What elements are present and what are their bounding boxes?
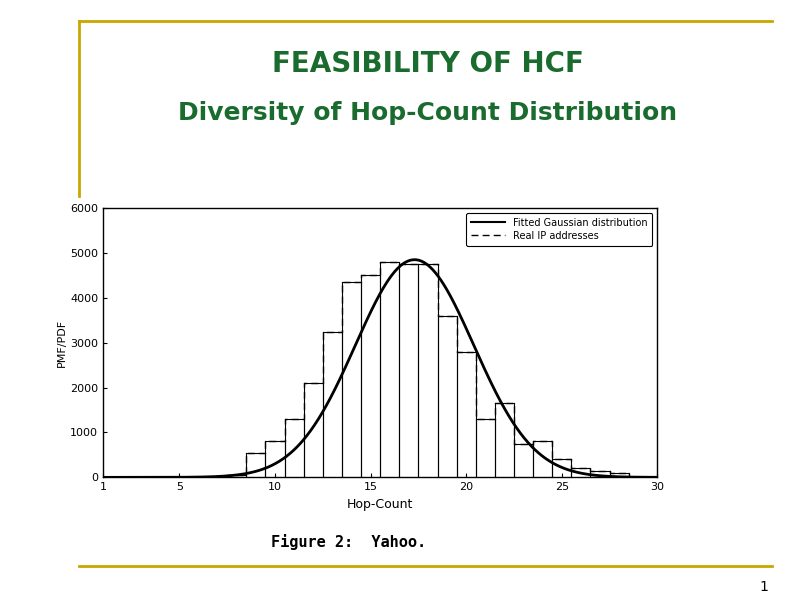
Legend: Fitted Gaussian distribution, Real IP addresses: Fitted Gaussian distribution, Real IP ad…: [466, 213, 653, 245]
X-axis label: Hop-Count: Hop-Count: [347, 498, 413, 511]
Text: 1: 1: [760, 580, 768, 594]
Y-axis label: PMF/PDF: PMF/PDF: [57, 319, 67, 367]
Text: FEASIBILITY OF HCF: FEASIBILITY OF HCF: [272, 50, 584, 78]
Text: Diversity of Hop-Count Distribution: Diversity of Hop-Count Distribution: [178, 101, 677, 125]
Text: Figure 2:  Yahoo.: Figure 2: Yahoo.: [271, 534, 426, 550]
